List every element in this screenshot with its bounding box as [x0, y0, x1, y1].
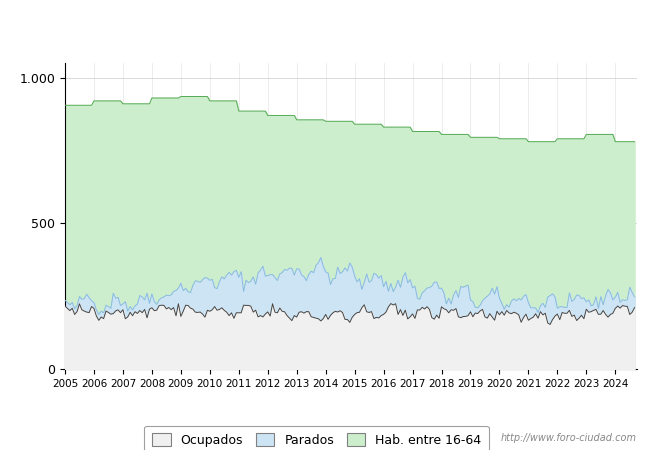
Text: http://www.foro-ciudad.com: http://www.foro-ciudad.com	[501, 433, 637, 443]
Text: Ricote - Evolucion de la poblacion en edad de Trabajar Septiembre de 2024: Ricote - Evolucion de la poblacion en ed…	[73, 21, 577, 33]
Legend: Ocupados, Parados, Hab. entre 16-64: Ocupados, Parados, Hab. entre 16-64	[144, 426, 489, 450]
